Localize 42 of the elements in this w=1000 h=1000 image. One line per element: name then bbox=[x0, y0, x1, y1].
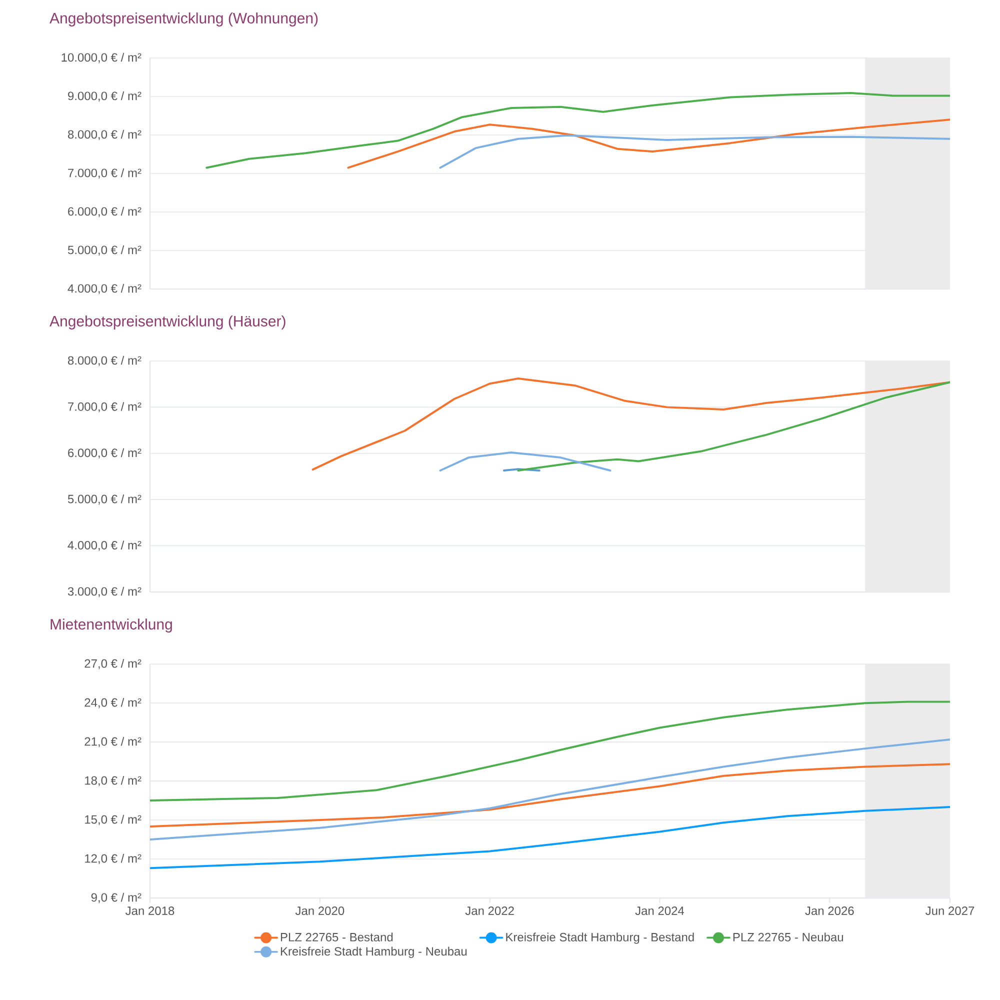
y-tick-label: 8.000,0 € / m² bbox=[68, 356, 142, 366]
x-tick-label: Jan 2024 bbox=[635, 906, 684, 916]
y-tick-label: 7.000,0 € / m² bbox=[68, 168, 142, 179]
y-tick-label: 7.000,0 € / m² bbox=[68, 402, 142, 412]
y-tick-label: 12,0 € / m² bbox=[85, 854, 142, 864]
y-tick-label: 9.000,0 € / m² bbox=[68, 91, 142, 102]
chart-title: Angebotspreisentwicklung (Wohnungen) bbox=[50, 12, 318, 26]
line-series bbox=[517, 381, 950, 472]
y-tick-label: 4.000,0 € / m² bbox=[68, 284, 142, 294]
chart-title: Mietenentwicklung bbox=[50, 618, 172, 633]
x-tick-label: Jan 2020 bbox=[295, 906, 344, 916]
line-series bbox=[347, 118, 950, 169]
line-series bbox=[439, 134, 950, 169]
y-tick-label: 6.000,0 € / m² bbox=[68, 448, 142, 459]
y-tick-label: 9,0 € / m² bbox=[91, 892, 142, 904]
line-series bbox=[150, 806, 950, 870]
line-series bbox=[150, 700, 950, 802]
line-series bbox=[206, 92, 950, 169]
line-series bbox=[312, 378, 950, 471]
line-series bbox=[150, 738, 950, 841]
y-tick-label: 5.000,0 € / m² bbox=[68, 494, 142, 505]
x-tick-label: Jan 2026 bbox=[805, 906, 854, 916]
y-tick-label: 15,0 € / m² bbox=[85, 814, 142, 826]
y-tick-label: 18,0 € / m² bbox=[85, 776, 142, 786]
y-tick-label: 27,0 € / m² bbox=[84, 658, 142, 670]
x-tick-label: Jan 2018 bbox=[126, 906, 174, 916]
legend-label: PLZ 22765 - Bestand bbox=[280, 932, 393, 942]
y-tick-label: 24,0 € / m² bbox=[84, 698, 142, 708]
x-tick-label: Jun 2027 bbox=[926, 906, 974, 916]
y-tick-label: 5.000,0 € / m² bbox=[68, 245, 142, 256]
y-tick-label: 10.000,0 € / m² bbox=[62, 52, 142, 64]
legend-label: PLZ 22765 - Neubau bbox=[733, 932, 844, 942]
y-tick-label: 4.000,0 € / m² bbox=[68, 540, 142, 551]
y-tick-label: 21,0 € / m² bbox=[84, 736, 142, 748]
legend-label: Kreisfreie Stadt Hamburg - Neubau bbox=[280, 946, 467, 958]
legend-label: Kreisfreie Stadt Hamburg - Bestand bbox=[506, 932, 694, 944]
y-tick-label: 6.000,0 € / m² bbox=[68, 206, 142, 218]
chart-title: Angebotspreisentwicklung (Häuser) bbox=[50, 315, 286, 330]
y-tick-label: 8.000,0 € / m² bbox=[68, 130, 142, 140]
x-tick-label: Jan 2022 bbox=[465, 906, 514, 916]
y-tick-label: 3.000,0 € / m² bbox=[68, 586, 142, 598]
line-series bbox=[150, 763, 950, 828]
